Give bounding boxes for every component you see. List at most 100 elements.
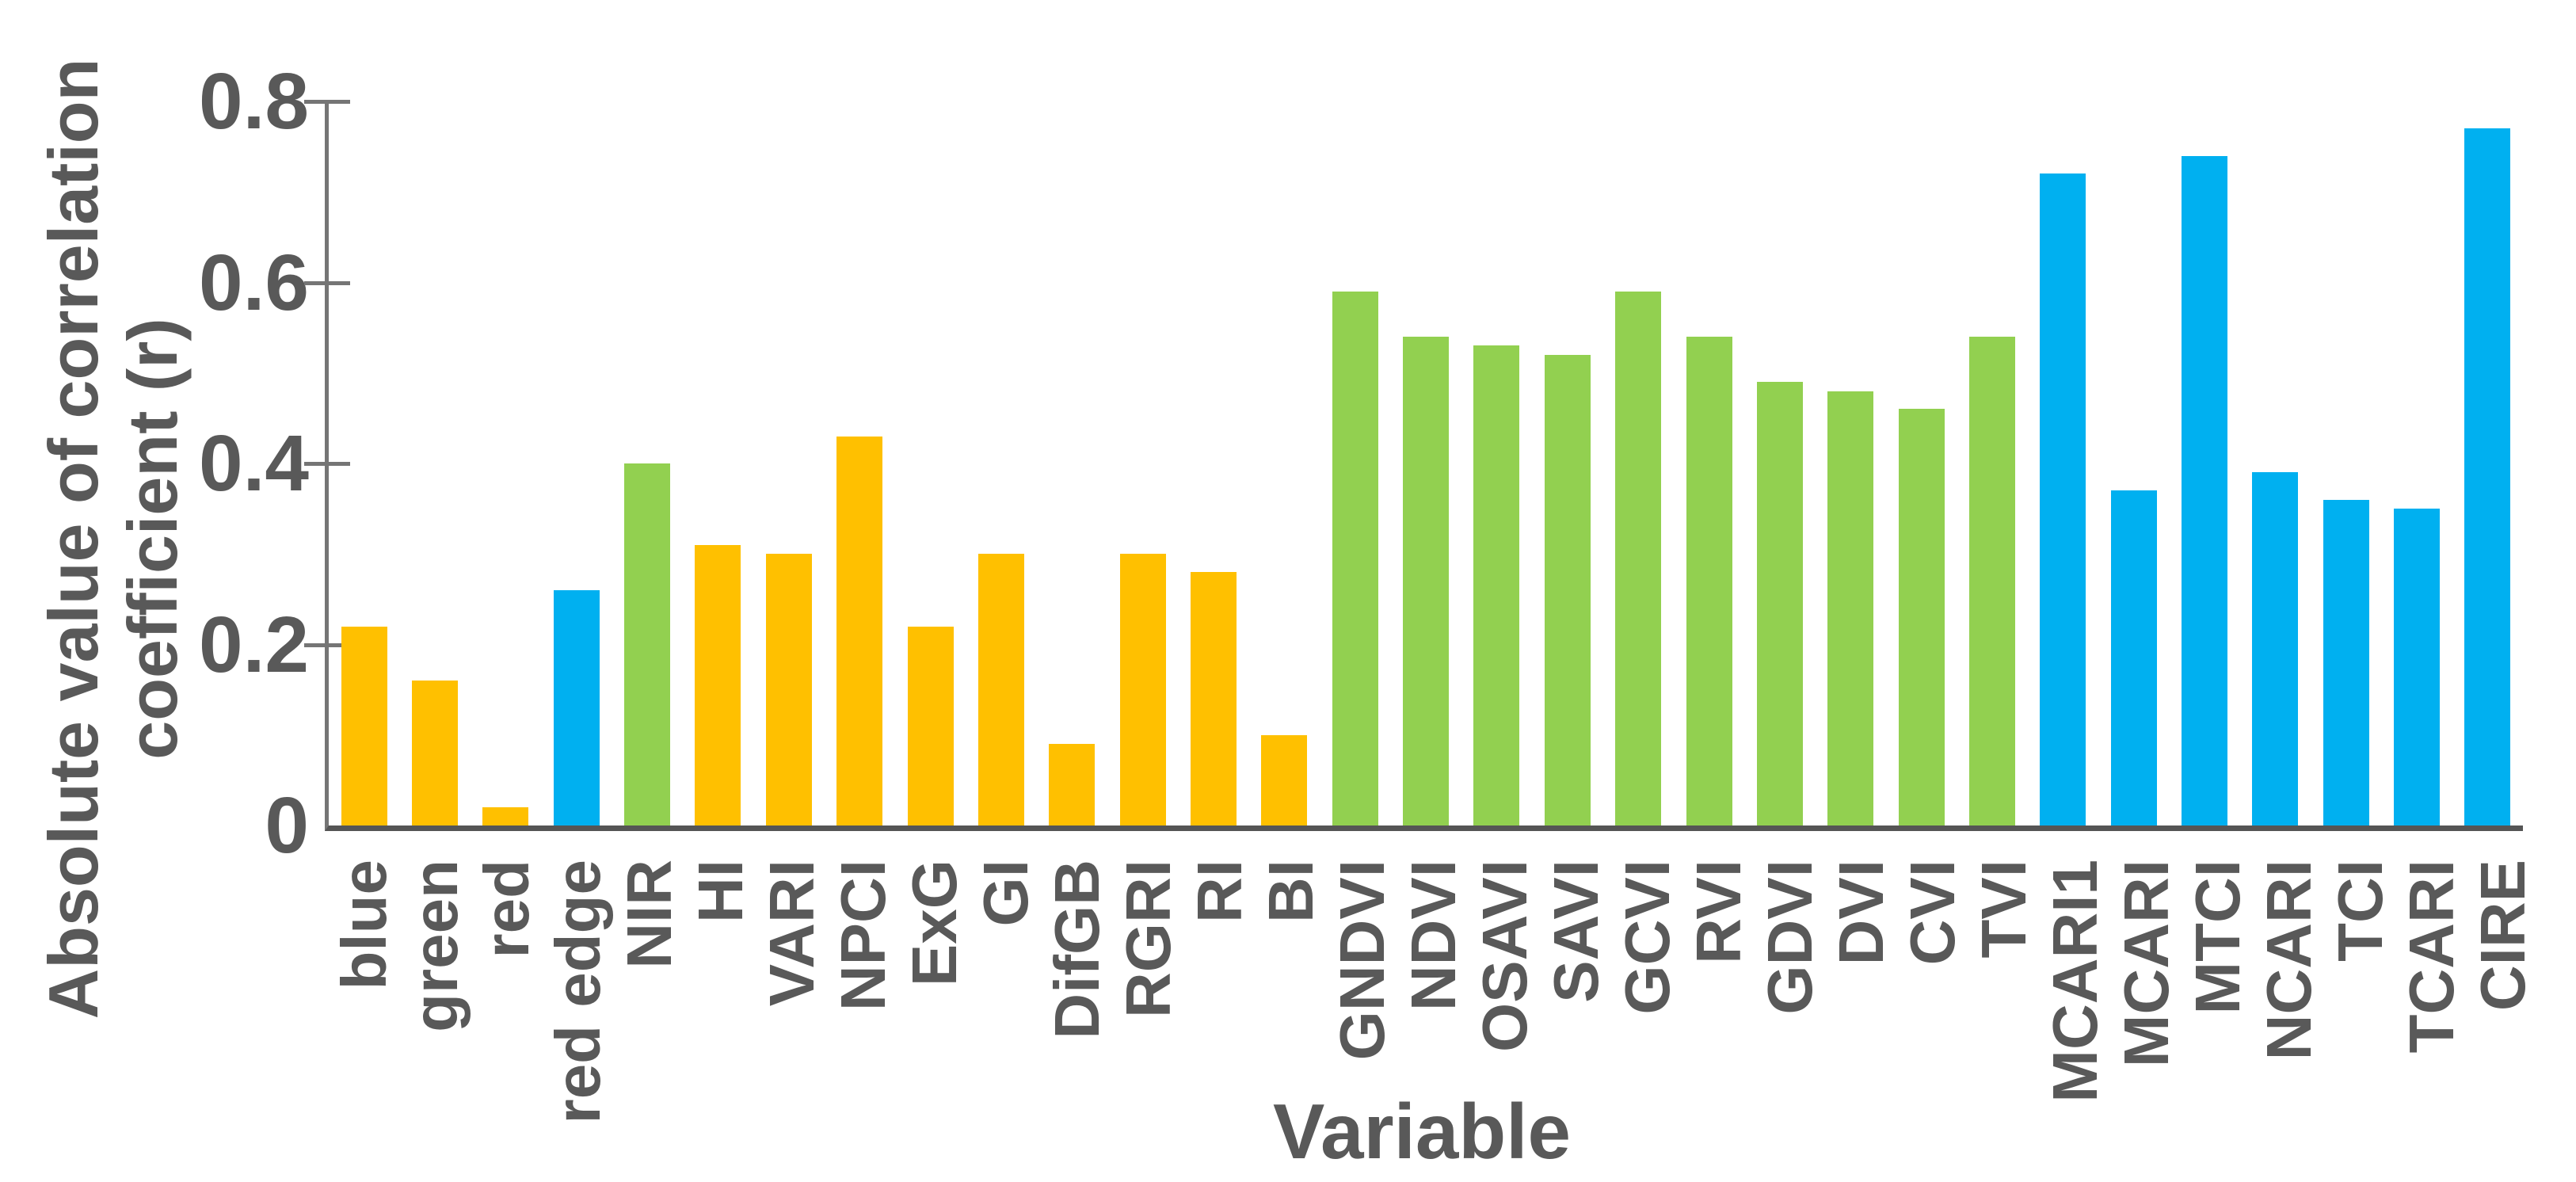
x-tick-label-green: green (400, 860, 471, 1032)
bar-slot (1602, 101, 1673, 825)
x-tick-slot: MCARI1 (2040, 860, 2111, 1103)
bar-slot (1178, 101, 1248, 825)
bar-slot (2098, 101, 2169, 825)
bar-slot (541, 101, 612, 825)
x-tick-slot: RGRI (1113, 860, 1184, 1018)
bar-slot (966, 101, 1036, 825)
bar-slot (1886, 101, 1957, 825)
x-tick-label-CVI: CVI (1897, 860, 1968, 966)
x-tick-label-NIR: NIR (614, 860, 684, 969)
x-tick-label-TCARI: TCARI (2396, 860, 2467, 1054)
bar-slot (2452, 101, 2523, 825)
x-tick-slot: VARI (756, 860, 828, 1006)
bar-slot (471, 101, 541, 825)
bar-series (329, 101, 2523, 825)
x-tick-label-NDVI: NDVI (1398, 860, 1469, 1012)
y-tick-mark (304, 281, 350, 285)
x-tick-label-ExG: ExG (899, 860, 970, 987)
x-tick-label-BI: BI (1256, 860, 1326, 923)
x-tick-slot: MCARI (2111, 860, 2182, 1067)
x-tick-label-MCARI1: MCARI1 (2040, 860, 2110, 1103)
bar-slot (329, 101, 399, 825)
x-tick-label-MTCI: MTCI (2182, 860, 2253, 1015)
x-tick-slot: CIRE (2467, 860, 2539, 1011)
x-tick-label-HI: HI (685, 860, 756, 923)
y-tick-label-0.2: 0.2 (198, 601, 309, 689)
bar-slot (1249, 101, 1320, 825)
bar-slot (1957, 101, 2027, 825)
bar-ExG (907, 627, 954, 825)
y-tick-mark (304, 100, 350, 104)
bar-slot (1107, 101, 1178, 825)
x-tick-label-GDVI: GDVI (1755, 860, 1825, 1015)
x-tick-label-MCARI: MCARI (2111, 860, 2182, 1068)
y-axis-title-line1: Absolute value of correlation (34, 58, 112, 1020)
bar-slot (2240, 101, 2311, 825)
x-tick-label-RI: RI (1184, 860, 1255, 923)
x-tick-label-blue: blue (329, 860, 399, 990)
bar-green (412, 681, 459, 825)
bar-MCARI1 (2040, 173, 2086, 825)
bar-slot (1320, 101, 1390, 825)
x-tick-label-GI: GI (970, 860, 1041, 927)
x-tick-slot: NCARI (2254, 860, 2325, 1060)
x-tick-label-TVI: TVI (1968, 860, 2039, 959)
bar-slot (825, 101, 895, 825)
y-axis-title: Absolute value of correlation coefficien… (34, 0, 200, 1093)
x-tick-slot: TCI (2325, 860, 2396, 962)
bar-slot (1390, 101, 1461, 825)
x-tick-label-NCARI: NCARI (2254, 860, 2324, 1061)
x-tick-label-CIRE: CIRE (2467, 860, 2538, 1012)
x-axis-title: Variable (1273, 1088, 1571, 1175)
bar-slot (1744, 101, 1815, 825)
bar-slot (399, 101, 470, 825)
x-tick-slot: GI (970, 860, 1042, 926)
x-tick-label-GCVI: GCVI (1612, 860, 1682, 1015)
x-tick-slot: GNDVI (1327, 860, 1398, 1060)
bar-GNDVI (1332, 292, 1378, 825)
x-tick-slot: BI (1256, 860, 1327, 923)
bar-NIR (624, 463, 671, 825)
x-tick-slot: NDVI (1398, 860, 1469, 1011)
bar-slot (683, 101, 753, 825)
x-tick-slot: NIR (614, 860, 685, 969)
x-tick-label-red edge: red edge (543, 860, 613, 1124)
y-axis-title-line2: coefficient (r) (113, 318, 192, 760)
x-tick-label-RGRI: RGRI (1113, 860, 1183, 1018)
bar-slot (1532, 101, 1602, 825)
bar-slot (612, 101, 682, 825)
bar-BI (1261, 735, 1308, 825)
bar-MTCI (2182, 156, 2228, 825)
x-tick-label-TCI: TCI (2325, 860, 2395, 962)
x-tick-slot: red (471, 860, 543, 959)
bar-MCARI (2110, 490, 2157, 825)
bar-red edge (553, 590, 600, 825)
bar-DifGB (1049, 744, 1096, 825)
bar-NDVI (1403, 337, 1450, 825)
bar-TCARI (2394, 509, 2441, 825)
x-tick-slot: green (400, 860, 471, 1032)
bar-TCI (2323, 500, 2369, 825)
x-tick-label-VARI: VARI (756, 860, 827, 1007)
bar-slot (2311, 101, 2381, 825)
x-tick-slot: TCARI (2396, 860, 2467, 1053)
x-tick-label-DVI: DVI (1826, 860, 1896, 966)
x-tick-slot: GDVI (1755, 860, 1826, 1015)
y-tick-mark (304, 462, 350, 466)
bar-NCARI (2252, 472, 2299, 825)
bar-RI (1190, 572, 1237, 825)
x-tick-slot: TVI (1968, 860, 2040, 958)
x-tick-slot: SAVI (1541, 860, 1612, 1003)
bar-CVI (1898, 409, 1945, 825)
x-tick-slot: MTCI (2182, 860, 2254, 1015)
x-tick-label-OSAVI: OSAVI (1469, 860, 1540, 1053)
x-tick-slot: blue (329, 860, 400, 989)
x-tick-label-SAVI: SAVI (1541, 860, 1611, 1003)
bar-slot (895, 101, 966, 825)
bar-GI (977, 554, 1024, 825)
y-tick-label-0: 0 (265, 781, 309, 870)
bar-RGRI (1119, 554, 1166, 825)
bar-NPCI (836, 437, 883, 825)
bar-slot (1037, 101, 1107, 825)
